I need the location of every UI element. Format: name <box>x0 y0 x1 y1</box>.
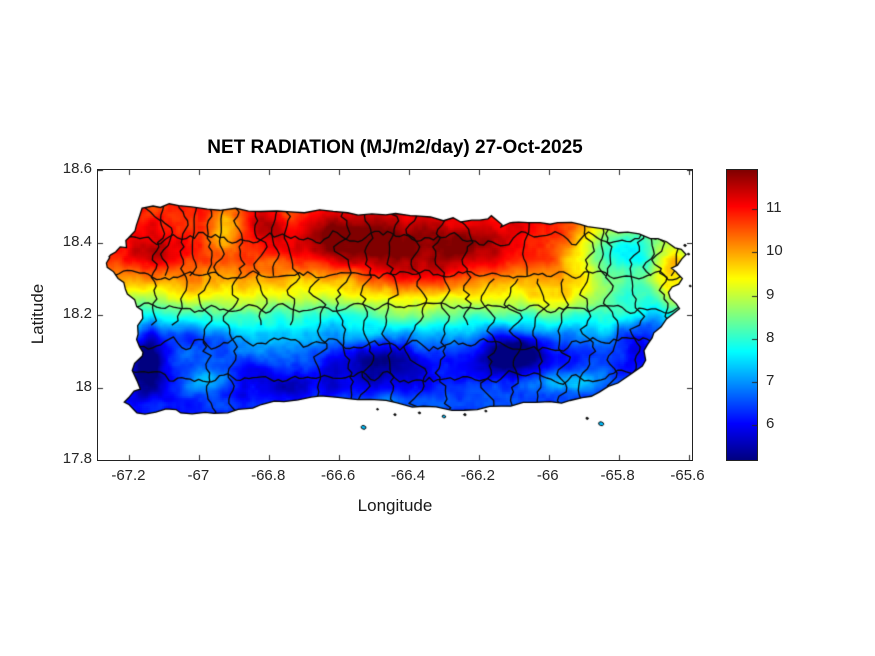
x-tick-label: -65.8 <box>600 467 635 484</box>
colorbar-tick-label: 10 <box>766 242 783 260</box>
x-tick-label: -66.2 <box>460 467 495 484</box>
y-tick-label: 18 <box>75 377 92 395</box>
plot-area <box>97 169 693 461</box>
x-tick-label: -67 <box>187 467 210 484</box>
x-tick-label: -65.6 <box>670 467 705 484</box>
chart-title: NET RADIATION (MJ/m2/day) 27-Oct-2025 <box>207 137 583 158</box>
colorbar-tick-label: 6 <box>766 415 775 433</box>
colorbar <box>726 169 758 461</box>
heatmap-canvas <box>98 170 692 460</box>
x-tick-label: -66.8 <box>251 467 286 484</box>
colorbar-tick-label: 8 <box>766 328 775 346</box>
x-axis-label: Longitude <box>357 496 433 515</box>
colorbar-tick-label: 11 <box>766 198 782 216</box>
x-tick-label: -66 <box>536 467 559 484</box>
colorbar-canvas <box>727 170 757 460</box>
x-tick-label: -66.4 <box>390 467 426 484</box>
y-tick-label: 18.4 <box>62 232 92 250</box>
x-tick-label: -67.2 <box>111 467 146 484</box>
colorbar-tick-label: 9 <box>766 285 775 303</box>
y-tick-label: 17.8 <box>62 450 92 467</box>
y-tick-label: 18.2 <box>62 305 92 322</box>
x-tick-label: -66.6 <box>320 467 356 484</box>
y-tick-label: 18.6 <box>62 160 92 177</box>
colorbar-tick-label: 7 <box>766 372 775 390</box>
